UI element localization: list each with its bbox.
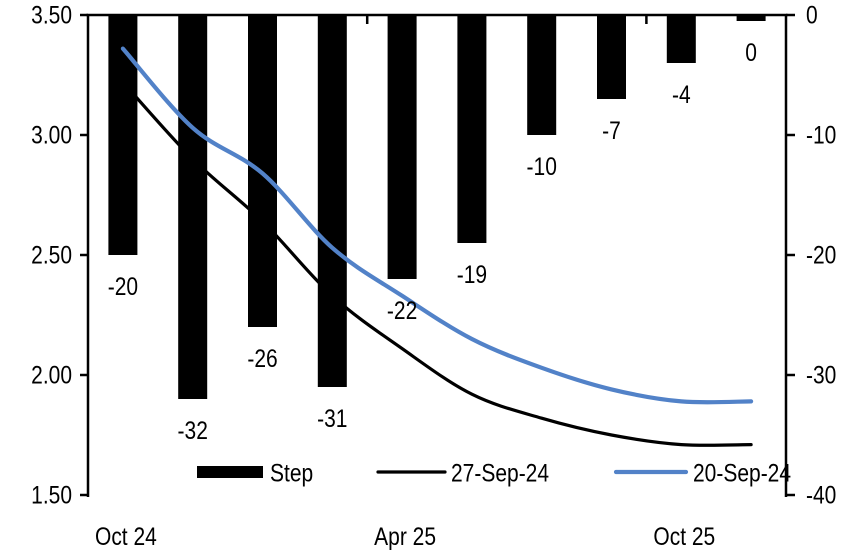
svg-text:-4: -4: [672, 80, 691, 108]
step-bar: [178, 15, 208, 399]
svg-text:Apr 25: Apr 25: [374, 522, 436, 550]
legend-label: 27-Sep-24: [451, 459, 549, 487]
step-bar-label: -22: [387, 296, 417, 324]
svg-text:20-Sep-24: 20-Sep-24: [693, 459, 791, 487]
right-axis-tick-label: -40: [806, 481, 836, 509]
step-bar-label: 0: [745, 38, 757, 66]
svg-text:-40: -40: [806, 481, 836, 509]
x-axis-label: Oct 25: [653, 522, 715, 550]
legend-item: 20-Sep-24: [613, 459, 791, 487]
step-bar: [666, 15, 696, 63]
step-bar: [527, 15, 557, 135]
bar-data-labels-group: -20 -32 -26 -31 -22 -19 -10 -7 -4 0: [108, 38, 757, 444]
step-bar: [108, 15, 138, 255]
axes-group: 3.503.002.502.001.500-10-20-30-40: [31, 1, 836, 509]
step-bar-label: -4: [672, 80, 691, 108]
step-bar-label: -32: [178, 416, 208, 444]
legend-swatch-step: [197, 466, 263, 478]
right-axis-tick-label: -20: [806, 241, 836, 269]
legend-item: 27-Sep-24: [376, 459, 549, 487]
step-bar-label: -26: [247, 344, 277, 372]
step-bar-label: -19: [457, 260, 487, 288]
left-axis-tick-label: 3.50: [31, 1, 72, 29]
line-20-sep-24: [120, 46, 754, 405]
svg-text:Step: Step: [270, 459, 313, 487]
line-27-sep-24: [121, 80, 753, 447]
step-bar: [597, 15, 626, 99]
step-bar-label: -7: [602, 116, 621, 144]
svg-text:Oct 24: Oct 24: [95, 522, 157, 550]
legend-label: Step: [270, 459, 313, 487]
svg-text:-22: -22: [387, 296, 417, 324]
svg-text:-10: -10: [806, 121, 836, 149]
step-bar: [736, 15, 766, 21]
svg-text:3.50: 3.50: [31, 1, 72, 29]
svg-text:Oct 25: Oct 25: [653, 522, 715, 550]
left-axis-tick-label: 2.50: [31, 241, 72, 269]
svg-text:-20: -20: [108, 272, 138, 300]
svg-text:0: 0: [745, 38, 757, 66]
svg-text:1.50: 1.50: [31, 481, 72, 509]
step-bar-label: -31: [317, 404, 347, 432]
svg-text:-30: -30: [806, 361, 836, 389]
legend: Step 27-Sep-24 20-Sep-24: [197, 459, 791, 487]
step-bar: [317, 15, 347, 387]
legend-label: 20-Sep-24: [693, 459, 791, 487]
svg-text:-32: -32: [178, 416, 208, 444]
step-bar: [387, 15, 417, 279]
right-axis-tick-label: 0: [806, 1, 818, 29]
svg-text:3.00: 3.00: [31, 121, 72, 149]
svg-text:-26: -26: [247, 344, 277, 372]
bars-group: [108, 15, 766, 399]
right-axis-tick-label: -30: [806, 361, 836, 389]
x-axis-label: Apr 25: [374, 522, 436, 550]
x-axis-label: Oct 24: [95, 522, 157, 550]
svg-text:-19: -19: [457, 260, 487, 288]
right-axis-tick-label: -10: [806, 121, 836, 149]
svg-text:0: 0: [806, 1, 818, 29]
legend-item: Step: [197, 459, 313, 487]
left-axis-tick-label: 3.00: [31, 121, 72, 149]
x-axis-labels-group: Oct 24 Apr 25 Oct 25: [95, 522, 715, 550]
svg-text:2.00: 2.00: [31, 361, 72, 389]
svg-text:2.50: 2.50: [31, 241, 72, 269]
left-axis-tick-label: 1.50: [31, 481, 72, 509]
step-bar: [457, 15, 487, 243]
left-axis-tick-label: 2.00: [31, 361, 72, 389]
svg-text:-10: -10: [527, 152, 557, 180]
svg-text:27-Sep-24: 27-Sep-24: [451, 459, 549, 487]
svg-text:-31: -31: [317, 404, 347, 432]
svg-text:-7: -7: [602, 116, 621, 144]
step-bar-label: -10: [527, 152, 557, 180]
step-bar-label: -20: [108, 272, 138, 300]
svg-text:-20: -20: [806, 241, 836, 269]
